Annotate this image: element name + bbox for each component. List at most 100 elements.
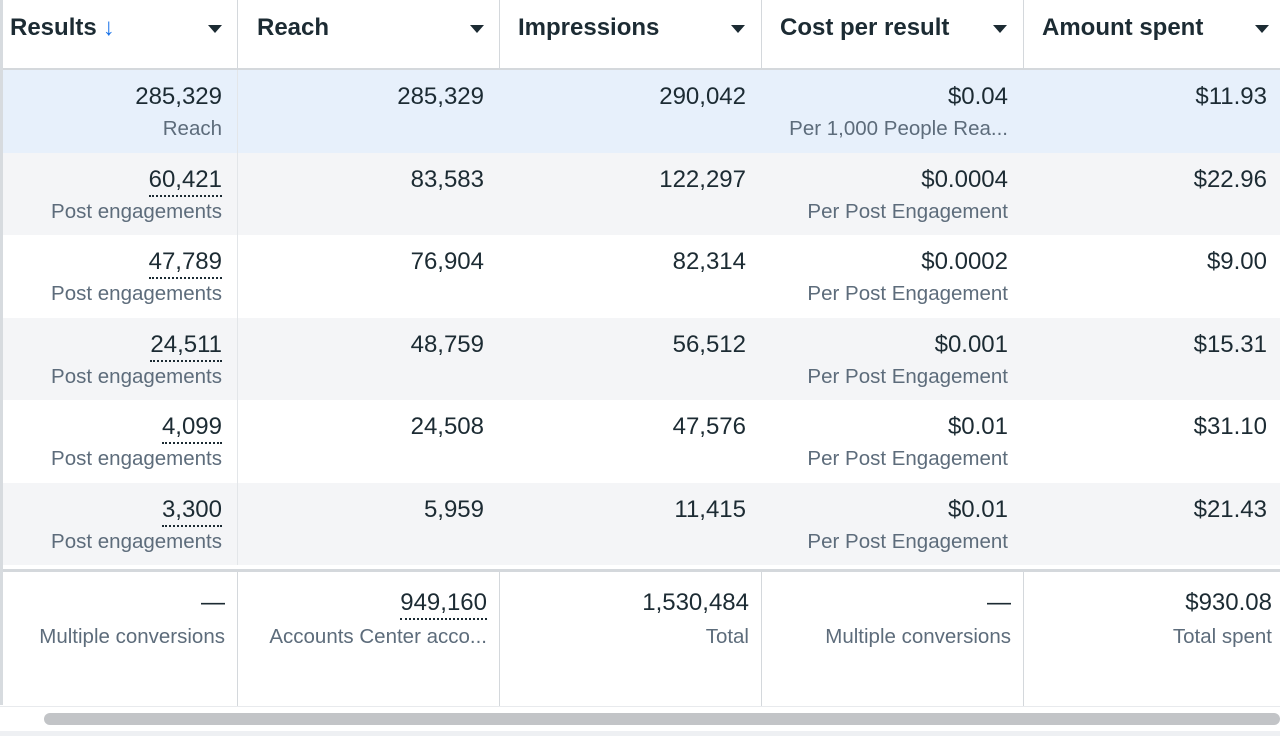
amount-spent-cell: $21.43 <box>1024 483 1280 566</box>
amount-spent-value: $11.93 <box>1195 83 1267 110</box>
results-value[interactable]: 4,099 <box>161 413 222 444</box>
results-sublabel: Reach <box>162 117 222 140</box>
impressions-value: 82,314 <box>672 248 746 275</box>
cost-per-result-value: $0.01 <box>947 495 1008 523</box>
impressions-value: 56,512 <box>672 330 746 358</box>
total-cost-cell: — Multiple conversions <box>762 572 1024 706</box>
results-sublabel: Post engagements <box>51 199 222 223</box>
cost-per-result-sublabel: Per Post Engagement <box>807 447 1008 470</box>
cost-per-result-value: $0.0002 <box>921 248 1008 275</box>
table-row[interactable]: 3,300 Post engagements 5,959 11,415 $0.01 Per… <box>0 482 1280 566</box>
column-header-impressions[interactable]: Impressions <box>500 0 762 68</box>
cost-per-result-sublabel: Per Post Engagement <box>807 282 1008 305</box>
results-sublabel: Post engagements <box>51 364 222 388</box>
table-row[interactable]: 60,421 Post engagements 83,583 122,297 $0.00… <box>0 152 1280 236</box>
table-header: Results ↓ Reach Impressions Cost per resu… <box>0 0 1280 70</box>
cost-per-result-cell: $0.01 Per Post Engagement <box>762 400 1024 483</box>
column-header-cost-per-result[interactable]: Cost per result <box>762 0 1024 68</box>
total-results-value: — <box>201 589 225 616</box>
amount-spent-value: $22.96 <box>1193 165 1267 193</box>
amount-spent-value: $31.10 <box>1193 413 1267 440</box>
table-row[interactable]: 47,789 Post engagements 76,904 82,314 $0.000… <box>0 235 1280 318</box>
results-sublabel: Post engagements <box>51 447 222 470</box>
results-value[interactable]: 3,300 <box>161 496 222 527</box>
totals-row: — Multiple conversions 949,160 Accounts … <box>0 569 1280 706</box>
cost-per-result-sublabel: Per Post Engagement <box>807 529 1008 553</box>
impressions-cell: 82,314 <box>500 235 762 318</box>
table-row[interactable]: 285,329 Reach 285,329 290,042 $0.04 Per 1,000… <box>0 70 1280 153</box>
total-impressions-value: 1,530,484 <box>642 589 749 616</box>
total-spent-label: Total spent <box>1172 625 1272 648</box>
column-label-reach: Reach <box>257 14 330 41</box>
reach-cell: 76,904 <box>238 235 500 318</box>
column-label-results: Results <box>10 14 97 41</box>
results-value[interactable]: 24,511 <box>150 331 222 362</box>
amount-spent-cell: $11.93 <box>1024 70 1280 153</box>
cost-per-result-value: $0.04 <box>947 83 1008 110</box>
reach-value: 76,904 <box>410 248 484 275</box>
impressions-cell: 56,512 <box>500 318 762 401</box>
reach-cell: 48,759 <box>238 318 500 401</box>
total-cost-label: Multiple conversions <box>825 625 1011 648</box>
results-cell: 47,789 Post engagements <box>0 235 238 318</box>
scrollbar-thumb[interactable] <box>44 713 1280 725</box>
chevron-down-icon[interactable] <box>208 25 222 33</box>
total-reach-cell: 949,160 Accounts Center acco... <box>238 572 500 706</box>
cost-per-result-cell: $0.0002 Per Post Engagement <box>762 235 1024 318</box>
reach-value: 5,959 <box>423 495 484 523</box>
impressions-value: 11,415 <box>674 495 746 523</box>
total-results-label: Multiple conversions <box>39 625 225 648</box>
amount-spent-cell: $9.00 <box>1024 235 1280 318</box>
results-cell: 3,300 Post engagements <box>0 482 238 565</box>
total-impressions-cell: 1,530,484 Total <box>500 572 762 706</box>
column-label-cost-per-result: Cost per result <box>780 14 950 41</box>
impressions-value: 47,576 <box>672 413 746 440</box>
amount-spent-cell: $22.96 <box>1024 153 1280 236</box>
column-label-amount-spent: Amount spent <box>1042 14 1204 41</box>
cost-per-result-sublabel: Per Post Engagement <box>807 199 1008 223</box>
total-impressions-label: Total <box>705 625 749 648</box>
impressions-value: 290,042 <box>659 83 746 110</box>
reach-cell: 83,583 <box>238 153 500 236</box>
column-label-impressions: Impressions <box>518 14 660 41</box>
chevron-down-icon[interactable] <box>470 25 484 33</box>
results-cell: 4,099 Post engagements <box>0 400 238 483</box>
results-value: 285,329 <box>135 83 222 110</box>
total-spent-cell: $930.08 Total spent <box>1024 572 1280 706</box>
reach-cell: 285,329 <box>238 70 500 153</box>
total-spent-value: $930.08 <box>1185 589 1272 616</box>
reach-value: 24,508 <box>410 413 484 440</box>
impressions-cell: 290,042 <box>500 70 762 153</box>
table-row[interactable]: 24,511 Post engagements 48,759 56,512 $0.001… <box>0 317 1280 401</box>
column-header-amount-spent[interactable]: Amount spent <box>1024 0 1280 68</box>
amount-spent-cell: $31.10 <box>1024 400 1280 483</box>
cost-per-result-cell: $0.001 Per Post Engagement <box>762 318 1024 401</box>
reach-value: 285,329 <box>397 83 484 110</box>
reach-cell: 5,959 <box>238 483 500 566</box>
column-header-reach[interactable]: Reach <box>238 0 500 68</box>
impressions-cell: 122,297 <box>500 153 762 236</box>
table-row[interactable]: 4,099 Post engagements 24,508 47,576 $0.01 Pe… <box>0 400 1280 483</box>
cost-per-result-sublabel: Per 1,000 People Rea... <box>789 117 1008 140</box>
chevron-down-icon[interactable] <box>993 25 1007 33</box>
results-value[interactable]: 47,789 <box>148 248 222 279</box>
results-cell: 285,329 Reach <box>0 70 238 153</box>
reach-value: 83,583 <box>410 165 484 193</box>
total-cost-value: — <box>987 589 1011 616</box>
total-results-cell: — Multiple conversions <box>0 572 238 706</box>
results-value[interactable]: 60,421 <box>148 166 222 197</box>
bottom-divider <box>0 731 1280 736</box>
results-cell: 60,421 Post engagements <box>0 152 238 235</box>
impressions-cell: 11,415 <box>500 483 762 566</box>
reach-cell: 24,508 <box>238 400 500 483</box>
table-left-border <box>0 0 3 705</box>
cost-per-result-value: $0.001 <box>934 330 1008 358</box>
chevron-down-icon[interactable] <box>731 25 745 33</box>
results-sublabel: Post engagements <box>51 529 222 553</box>
cost-per-result-cell: $0.01 Per Post Engagement <box>762 483 1024 566</box>
chevron-down-icon[interactable] <box>1255 25 1269 33</box>
column-header-results[interactable]: Results ↓ <box>0 0 238 68</box>
sort-descending-icon[interactable]: ↓ <box>102 14 115 41</box>
amount-spent-cell: $15.31 <box>1024 318 1280 401</box>
total-reach-value[interactable]: 949,160 <box>400 589 487 620</box>
